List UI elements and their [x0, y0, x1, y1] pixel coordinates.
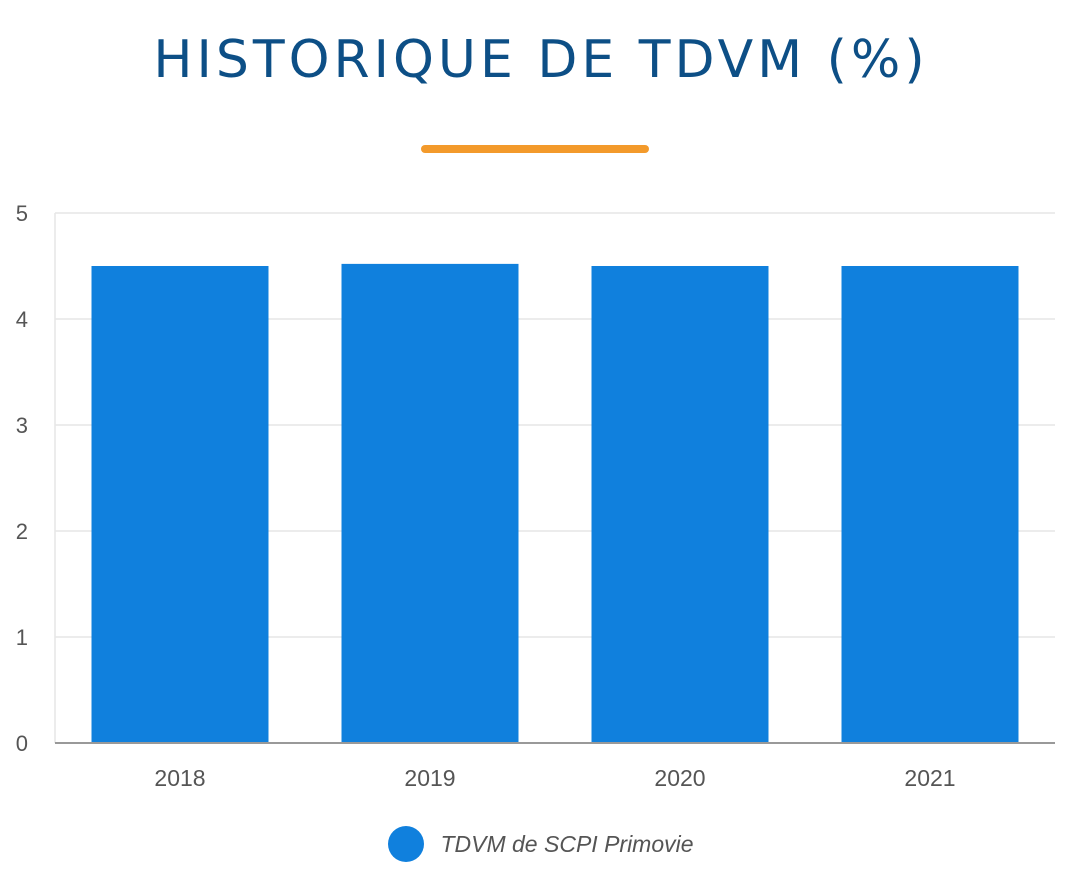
y-tick-label: 2: [16, 519, 28, 544]
y-tick-label: 5: [16, 201, 28, 226]
bar: [841, 266, 1019, 743]
bar: [341, 263, 519, 743]
y-tick-label: 0: [16, 731, 28, 756]
x-tick-label: 2020: [654, 765, 705, 791]
chart-legend[interactable]: TDVM de SCPI Primovie: [0, 826, 1082, 862]
bar: [91, 266, 269, 743]
x-tick-label: 2019: [404, 765, 455, 791]
bar-chart: 0 1 2 3 4 5 2018 2019 2020 2021: [16, 201, 1055, 791]
x-tick-label: 2021: [904, 765, 955, 791]
y-tick-label: 1: [16, 625, 28, 650]
legend-label: TDVM de SCPI Primovie: [440, 830, 694, 857]
y-tick-label: 3: [16, 413, 28, 438]
bar: [591, 266, 769, 743]
chart-title: HISTORIQUE DE TDVM (%): [153, 30, 929, 90]
legend-swatch-icon: [388, 826, 425, 862]
title-underline-decoration: [421, 145, 649, 153]
y-tick-label: 4: [16, 307, 28, 332]
x-tick-label: 2018: [154, 765, 205, 791]
